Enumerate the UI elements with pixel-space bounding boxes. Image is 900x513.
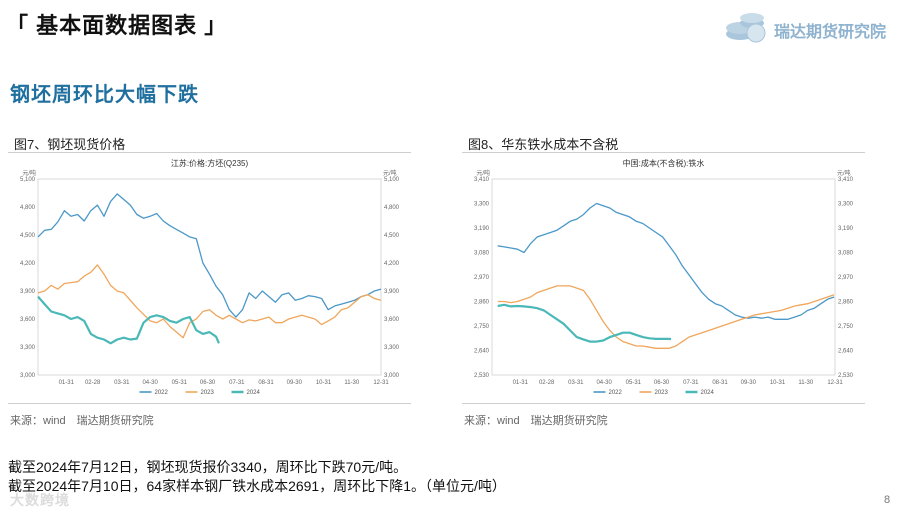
y-tick-label-left: 2,530 <box>474 373 490 379</box>
y-tick-label-left: 3,300 <box>474 202 490 208</box>
figure-8-source: 来源：wind 瑞达期货研究院 <box>464 412 608 428</box>
source-label: 来源：wind 瑞达期货研究院 <box>464 415 608 427</box>
y-tick-label-right: 2,860 <box>838 300 854 306</box>
y-tick-label-right: 2,970 <box>838 275 854 281</box>
x-tick-label: 03-31 <box>568 380 584 386</box>
y-tick-label-right: 3,300 <box>838 202 854 208</box>
y-tick-label-right: 4,200 <box>384 261 400 267</box>
series-line-2022 <box>37 193 382 318</box>
y-tick-label-right: 3,190 <box>838 226 854 232</box>
x-tick-label: 06-30 <box>200 380 216 386</box>
y-tick-label-left: 5,100 <box>20 177 36 183</box>
x-tick-label: 05-31 <box>172 380 188 386</box>
chart-title: 江苏:价格:方坯(Q235) <box>171 158 249 168</box>
y-tick-label-left: 3,080 <box>474 251 490 257</box>
y-tick-label-left: 3,600 <box>20 317 36 323</box>
chart-title: 中国:成本(不含税):铁水 <box>623 158 705 168</box>
y-tick-label-left: 4,800 <box>20 205 36 211</box>
note-billet-price: 截至2024年7月12日，钢坯现货报价3340，周环比下跌70元/吨。 <box>8 459 408 475</box>
y-tick-label-left: 3,300 <box>20 345 36 351</box>
y-tick-label-right: 4,800 <box>384 205 400 211</box>
x-tick-label: 07-31 <box>683 380 699 386</box>
logo-text: 瑞达期货研究院 <box>774 24 887 41</box>
page-number: 8 <box>884 494 891 506</box>
figure-7-title: 图7、钢坯现货价格 <box>14 137 126 152</box>
y-tick-label-right: 2,530 <box>838 373 854 379</box>
series-line-2024 <box>37 295 220 345</box>
y-tick-label-right: 2,640 <box>838 349 854 355</box>
series-line-2022 <box>497 202 835 320</box>
y-tick-label-left: 2,860 <box>474 300 490 306</box>
y-unit-left: 元/吨 <box>476 169 490 177</box>
figure-7-frame: 江苏:价格:方坯(Q235) 元/吨 元/吨 3,000 3,000 3,300 3,300… <box>8 152 411 404</box>
y-tick-label-right: 4,500 <box>384 233 400 239</box>
x-tick-label: 10-31 <box>770 380 786 386</box>
y-tick-label-left: 3,190 <box>474 226 490 232</box>
y-unit-left: 元/吨 <box>22 169 36 177</box>
y-tick-label-left: 3,000 <box>20 373 36 379</box>
legend-label-2024: 2024 <box>701 390 715 396</box>
y-tick-label-left: 4,500 <box>20 233 36 239</box>
x-tick-label: 02-28 <box>85 380 101 386</box>
note-hot-metal-cost: 截至2024年7月10日，64家样本钢厂铁水成本2691，周环比下降1。（单位元… <box>8 478 506 494</box>
x-tick-label: 04-30 <box>596 380 612 386</box>
billet-price-chart: 江苏:价格:方坯(Q235) 元/吨 元/吨 3,000 3,000 3,300 3,300… <box>20 158 400 396</box>
plot-area <box>37 178 382 376</box>
y-tick-label-left: 2,640 <box>474 349 490 355</box>
y-tick-label-right: 5,100 <box>384 177 400 183</box>
y-tick-label-left: 2,750 <box>474 324 490 330</box>
plot-area <box>491 178 836 376</box>
x-tick-label: 07-31 <box>229 380 245 386</box>
legend-label-2023: 2023 <box>201 390 215 396</box>
y-tick-label-right: 3,410 <box>838 177 854 183</box>
x-tick-label: 06-30 <box>654 380 670 386</box>
series-line-2023 <box>497 285 835 349</box>
y-tick-label-right: 2,750 <box>838 324 854 330</box>
y-tick-label-right: 3,000 <box>384 373 400 379</box>
section-heading: 钢坯周环比大幅下跌 <box>10 84 199 106</box>
figure-8-frame: 中国:成本(不含税):铁水元/吨 元/吨 2,530 2,530 2,640 2,640 2… <box>462 152 865 404</box>
x-tick-label: 01-31 <box>513 380 529 386</box>
watermark: 大数跨境 <box>10 492 70 508</box>
x-tick-label: 11-30 <box>798 380 814 386</box>
legend-label-2022: 2022 <box>609 390 623 396</box>
series-line-2023 <box>37 264 382 339</box>
legend-label-2022: 2022 <box>155 390 169 396</box>
company-logo: 瑞达期货研究院 <box>722 6 894 46</box>
y-tick-label-right: 3,080 <box>838 251 854 257</box>
x-tick-label: 03-31 <box>114 380 130 386</box>
x-tick-label: 02-28 <box>539 380 555 386</box>
y-unit-right: 元/吨 <box>383 169 397 177</box>
x-tick-label: 08-31 <box>258 380 274 386</box>
x-tick-label: 05-31 <box>626 380 642 386</box>
x-tick-label: 04-30 <box>142 380 158 386</box>
x-tick-label: 08-31 <box>712 380 728 386</box>
legend-label-2023: 2023 <box>655 390 669 396</box>
x-tick-label: 10-31 <box>316 380 332 386</box>
x-tick-label: 11-30 <box>344 380 360 386</box>
y-tick-label-left: 4,200 <box>20 261 36 267</box>
figure-7-source: 来源：wind 瑞达期货研究院 <box>10 412 154 428</box>
y-tick-label-right: 3,900 <box>384 289 400 295</box>
y-unit-right: 元/吨 <box>837 169 851 177</box>
x-tick-label: 09-30 <box>741 380 757 386</box>
x-tick-label: 09-30 <box>287 380 303 386</box>
y-tick-label-left: 2,970 <box>474 275 490 281</box>
x-tick-label: 12-31 <box>373 380 389 386</box>
legend-label-2024: 2024 <box>247 390 261 396</box>
y-tick-label-left: 3,900 <box>20 289 36 295</box>
coin-stack-icon <box>726 13 766 43</box>
y-tick-label-right: 3,300 <box>384 345 400 351</box>
x-tick-label: 12-31 <box>827 380 843 386</box>
source-label: 来源：wind 瑞达期货研究院 <box>10 415 154 427</box>
y-tick-label-left: 3,410 <box>474 177 490 183</box>
figure-8-title: 图8、华东铁水成本不含税 <box>468 137 619 152</box>
x-tick-label: 01-31 <box>59 380 75 386</box>
page-title: 「 基本面数据图表 」 <box>6 13 228 38</box>
series-line-2024 <box>497 303 672 343</box>
y-tick-label-right: 3,600 <box>384 317 400 323</box>
hot-metal-cost-chart: 中国:成本(不含税):铁水元/吨 元/吨 2,530 2,530 2,640 2,640 2… <box>474 158 854 396</box>
